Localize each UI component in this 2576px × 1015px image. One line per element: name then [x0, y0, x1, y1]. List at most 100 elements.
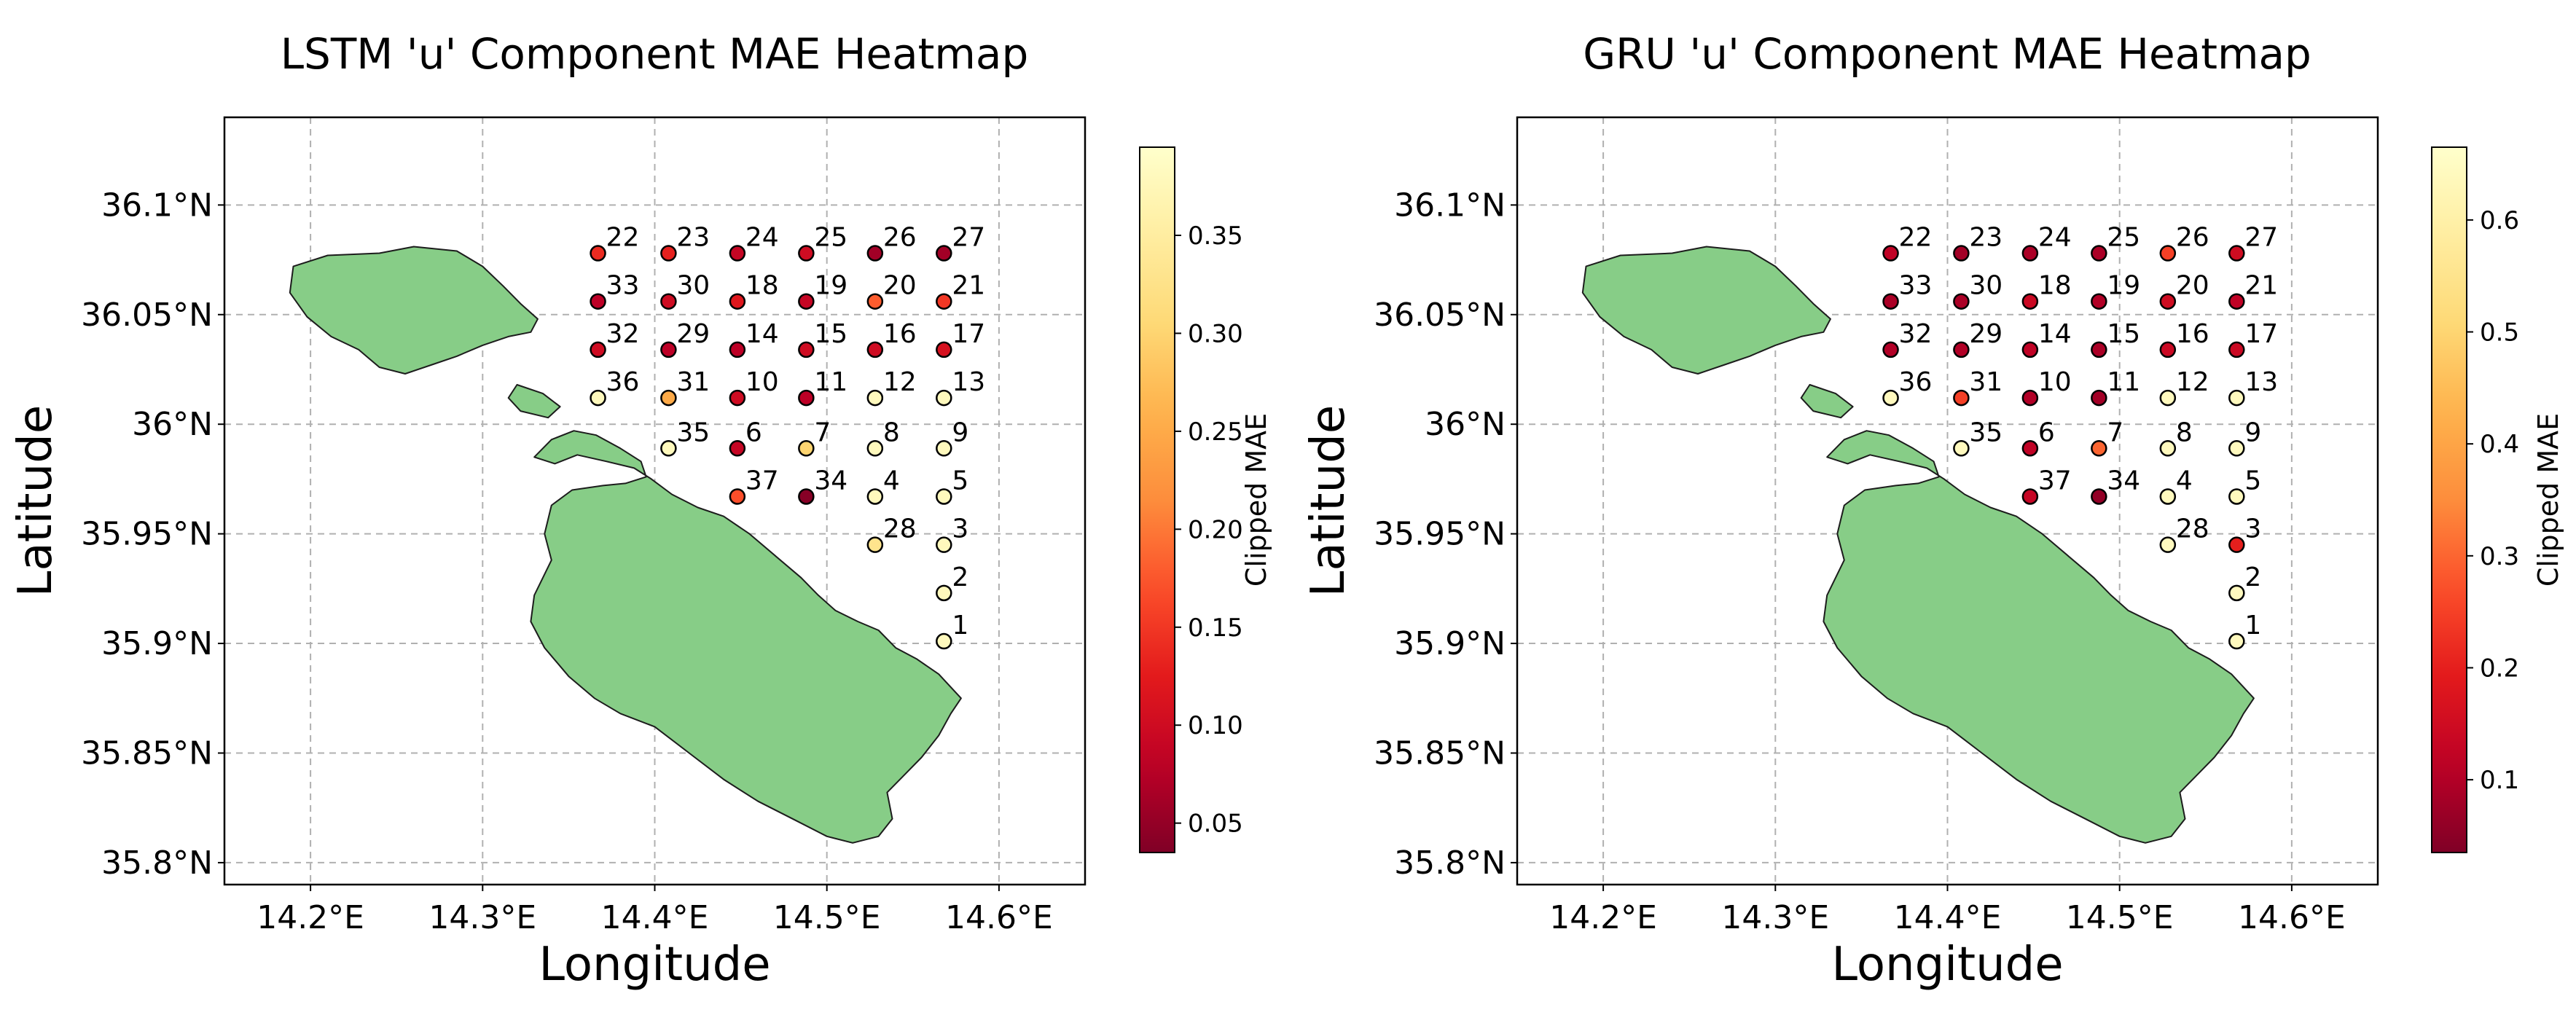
point-label: 6: [2038, 418, 2055, 447]
data-point: [2159, 293, 2177, 310]
data-point: [2091, 440, 2107, 457]
point-label: 3: [2244, 514, 2261, 544]
y-tick-label: 35.85°N: [1374, 734, 1506, 772]
data-point: [798, 389, 815, 407]
data-point: [866, 293, 884, 310]
data-point: [1953, 341, 1970, 358]
plot-area: [224, 117, 1085, 885]
data-point: [2091, 341, 2107, 358]
chart-panel-0: LSTM 'u' Component MAE Heatmap 14.2°E 14.3…: [9, 29, 1272, 992]
point-label: 17: [952, 319, 985, 349]
island-comino: [507, 384, 561, 419]
data-point: [660, 245, 677, 262]
data-point: [2159, 341, 2177, 358]
colorbar-tick-label: 0.1: [2480, 766, 2519, 795]
point-label: 37: [2038, 466, 2072, 495]
point-label: 25: [814, 223, 847, 253]
point-label: 19: [2107, 271, 2140, 301]
data-point: [936, 536, 952, 553]
data-point: [2228, 341, 2245, 358]
y-tick-label: 35.95°N: [1374, 516, 1506, 553]
chart-panel-1: GRU 'u' Component MAE Heatmap 14.2°E 14.3°…: [1301, 29, 2564, 992]
point-label: 10: [745, 367, 779, 397]
colorbar-tick-label: 0.4: [2480, 430, 2519, 459]
data-point: [936, 389, 952, 407]
point-label: 15: [814, 319, 847, 349]
data-point: [798, 293, 815, 310]
point-label: 22: [606, 223, 640, 253]
point-label: 6: [745, 418, 762, 447]
point-label: 37: [745, 466, 779, 495]
x-axis-label: Longitude: [1831, 938, 2063, 992]
island-comino: [1800, 384, 1854, 419]
data-point: [590, 341, 606, 358]
point-label: 12: [2176, 367, 2209, 397]
data-point: [2228, 632, 2245, 650]
x-tick-label: 14.6°E: [2238, 899, 2346, 936]
point-label: 29: [676, 319, 710, 349]
data-point: [2228, 536, 2245, 553]
data-point: [590, 293, 606, 310]
data-point: [1882, 389, 1899, 407]
data-point: [866, 245, 884, 262]
data-point: [866, 389, 884, 407]
x-tick-label: 14.5°E: [2066, 899, 2174, 936]
colorbar-tick-label: 0.20: [1188, 515, 1243, 544]
data-point: [2021, 341, 2039, 358]
data-point: [2021, 488, 2039, 505]
island-malta: [1823, 430, 2255, 844]
point-label: 25: [2107, 223, 2140, 253]
data-point: [2159, 389, 2177, 407]
x-tick-label: 14.3°E: [428, 899, 536, 936]
island-gozo: [289, 246, 539, 375]
colorbar-tick-label: 0.5: [2480, 318, 2519, 348]
data-point: [729, 488, 746, 505]
point-label: 31: [1969, 367, 2003, 397]
chart-title: LSTM 'u' Component MAE Heatmap: [281, 29, 1029, 79]
point-label: 1: [2244, 611, 2261, 640]
data-point: [2021, 440, 2039, 457]
point-label: 32: [606, 319, 640, 349]
point-label: 24: [745, 223, 779, 253]
x-axis-label: Longitude: [539, 938, 770, 992]
point-label: 33: [606, 271, 640, 301]
data-point: [798, 341, 815, 358]
point-label: 13: [952, 367, 985, 397]
point-label: 34: [814, 466, 847, 495]
point-label: 29: [1969, 319, 2003, 349]
x-tick-label: 14.3°E: [1721, 899, 1829, 936]
colorbar-tick-label: 0.05: [1188, 810, 1243, 839]
point-label: 18: [2038, 271, 2072, 301]
data-point: [1882, 245, 1899, 262]
data-point: [660, 293, 677, 310]
data-point: [1953, 293, 1970, 310]
point-label: 36: [606, 367, 640, 397]
point-label: 26: [2176, 223, 2209, 253]
point-label: 35: [1969, 418, 2003, 447]
data-point: [798, 440, 815, 457]
y-tick-label: 36°N: [132, 406, 213, 443]
data-point: [660, 341, 677, 358]
colorbar-tick-label: 0.3: [2480, 542, 2519, 571]
colorbar-tick-label: 0.25: [1188, 418, 1243, 447]
point-label: 15: [2107, 319, 2140, 349]
point-label: 19: [814, 271, 847, 301]
island-gozo: [1581, 246, 1831, 375]
point-label: 2: [2244, 563, 2261, 592]
point-label: 30: [1969, 271, 2003, 301]
point-label: 23: [676, 223, 710, 253]
data-point: [2228, 245, 2245, 262]
y-axis-label: Latitude: [9, 405, 63, 597]
y-tick-label: 35.95°N: [81, 516, 213, 553]
data-point: [2159, 536, 2177, 553]
y-tick-label: 35.8°N: [1394, 844, 1506, 882]
data-point: [660, 389, 677, 407]
point-label: 30: [676, 271, 710, 301]
colorbar-tick-label: 0.6: [2480, 206, 2519, 235]
data-point: [936, 584, 952, 602]
colorbar-tick-label: 0.15: [1188, 614, 1243, 643]
x-tick-label: 14.5°E: [773, 899, 881, 936]
data-point: [2159, 440, 2177, 457]
data-point: [2228, 440, 2245, 457]
